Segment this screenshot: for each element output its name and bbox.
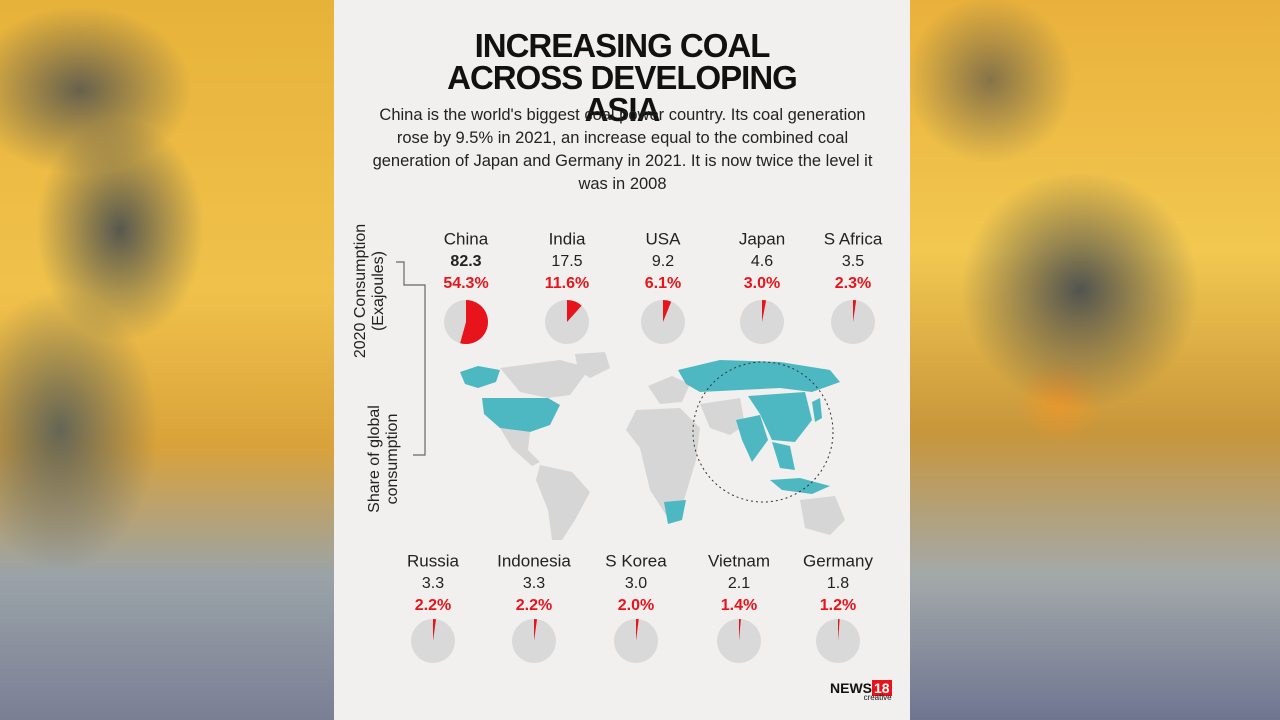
consumption-label: 82.3 <box>450 253 481 270</box>
russia <box>678 360 840 392</box>
pie-slice <box>853 300 857 322</box>
japan <box>812 398 822 422</box>
share-label: 2.3% <box>835 275 871 292</box>
consumption-label: 3.0 <box>625 575 647 592</box>
logo: NEWS 18 creative <box>830 680 892 702</box>
pie-slice <box>636 619 639 641</box>
consumption-label: 1.8 <box>827 575 849 592</box>
south-america <box>536 465 590 540</box>
pie-slice <box>739 619 741 641</box>
country-label: India <box>549 229 586 248</box>
consumption-label: 9.2 <box>652 253 674 270</box>
logo-number: 18 <box>872 680 892 696</box>
bracket-line <box>396 261 426 456</box>
share-label: 1.4% <box>721 597 757 614</box>
pie-slice <box>433 619 437 641</box>
australia <box>800 496 845 535</box>
world-map <box>460 352 845 540</box>
pie-slice <box>567 300 582 322</box>
consumption-label: 2.1 <box>728 575 750 592</box>
title: INCREASING COAL ACROSS DEVELOPING ASIA <box>447 27 798 128</box>
canada <box>500 360 590 398</box>
consumption-label: 4.6 <box>751 253 773 270</box>
logo-name: NEWS <box>830 680 872 696</box>
consumption-label: 17.5 <box>551 253 582 270</box>
greenland <box>575 352 610 378</box>
country-label: Germany <box>803 551 873 570</box>
pie-slice <box>460 300 488 344</box>
country-label: S Africa <box>824 229 883 248</box>
background-photo-left <box>0 0 334 720</box>
country-label: Japan <box>739 229 785 248</box>
share-label: 1.2% <box>820 597 856 614</box>
consumption-label: 3.3 <box>422 575 444 592</box>
share-label: 11.6% <box>545 275 589 292</box>
pie-slice <box>838 619 840 641</box>
europe <box>648 376 690 404</box>
south-africa <box>664 500 686 524</box>
share-label: 3.0% <box>744 275 780 292</box>
consumption-label: 3.3 <box>523 575 545 592</box>
share-label: 6.1% <box>645 275 681 292</box>
background-photo-right <box>910 0 1280 720</box>
central-america <box>500 428 540 466</box>
indonesia <box>770 478 830 494</box>
middle-east <box>700 398 745 435</box>
usa <box>482 398 560 432</box>
southeast-asia <box>772 442 795 470</box>
logo-tag: creative <box>863 693 892 702</box>
pie-slice <box>663 300 672 322</box>
africa <box>626 408 700 515</box>
country-label: Indonesia <box>497 551 571 570</box>
country-label: Russia <box>407 551 460 570</box>
pie-slice <box>534 619 538 641</box>
alaska <box>460 366 500 388</box>
asia-highlight-circle <box>692 361 834 503</box>
share-label: 2.2% <box>516 597 552 614</box>
consumption-label: 3.5 <box>842 253 864 270</box>
subtitle: China is the world's biggest coal power … <box>372 106 873 193</box>
country-label: USA <box>646 229 682 248</box>
country-label: S Korea <box>605 551 667 570</box>
infographic-panel <box>334 0 910 720</box>
pie-slice <box>762 300 767 322</box>
bracket <box>396 261 426 456</box>
share-label: 2.0% <box>618 597 654 614</box>
country-label: Vietnam <box>708 551 770 570</box>
share-label: 54.3% <box>443 275 488 292</box>
india <box>736 415 768 462</box>
share-label: 2.2% <box>415 597 451 614</box>
country-label: China <box>444 229 489 248</box>
china <box>748 392 812 442</box>
